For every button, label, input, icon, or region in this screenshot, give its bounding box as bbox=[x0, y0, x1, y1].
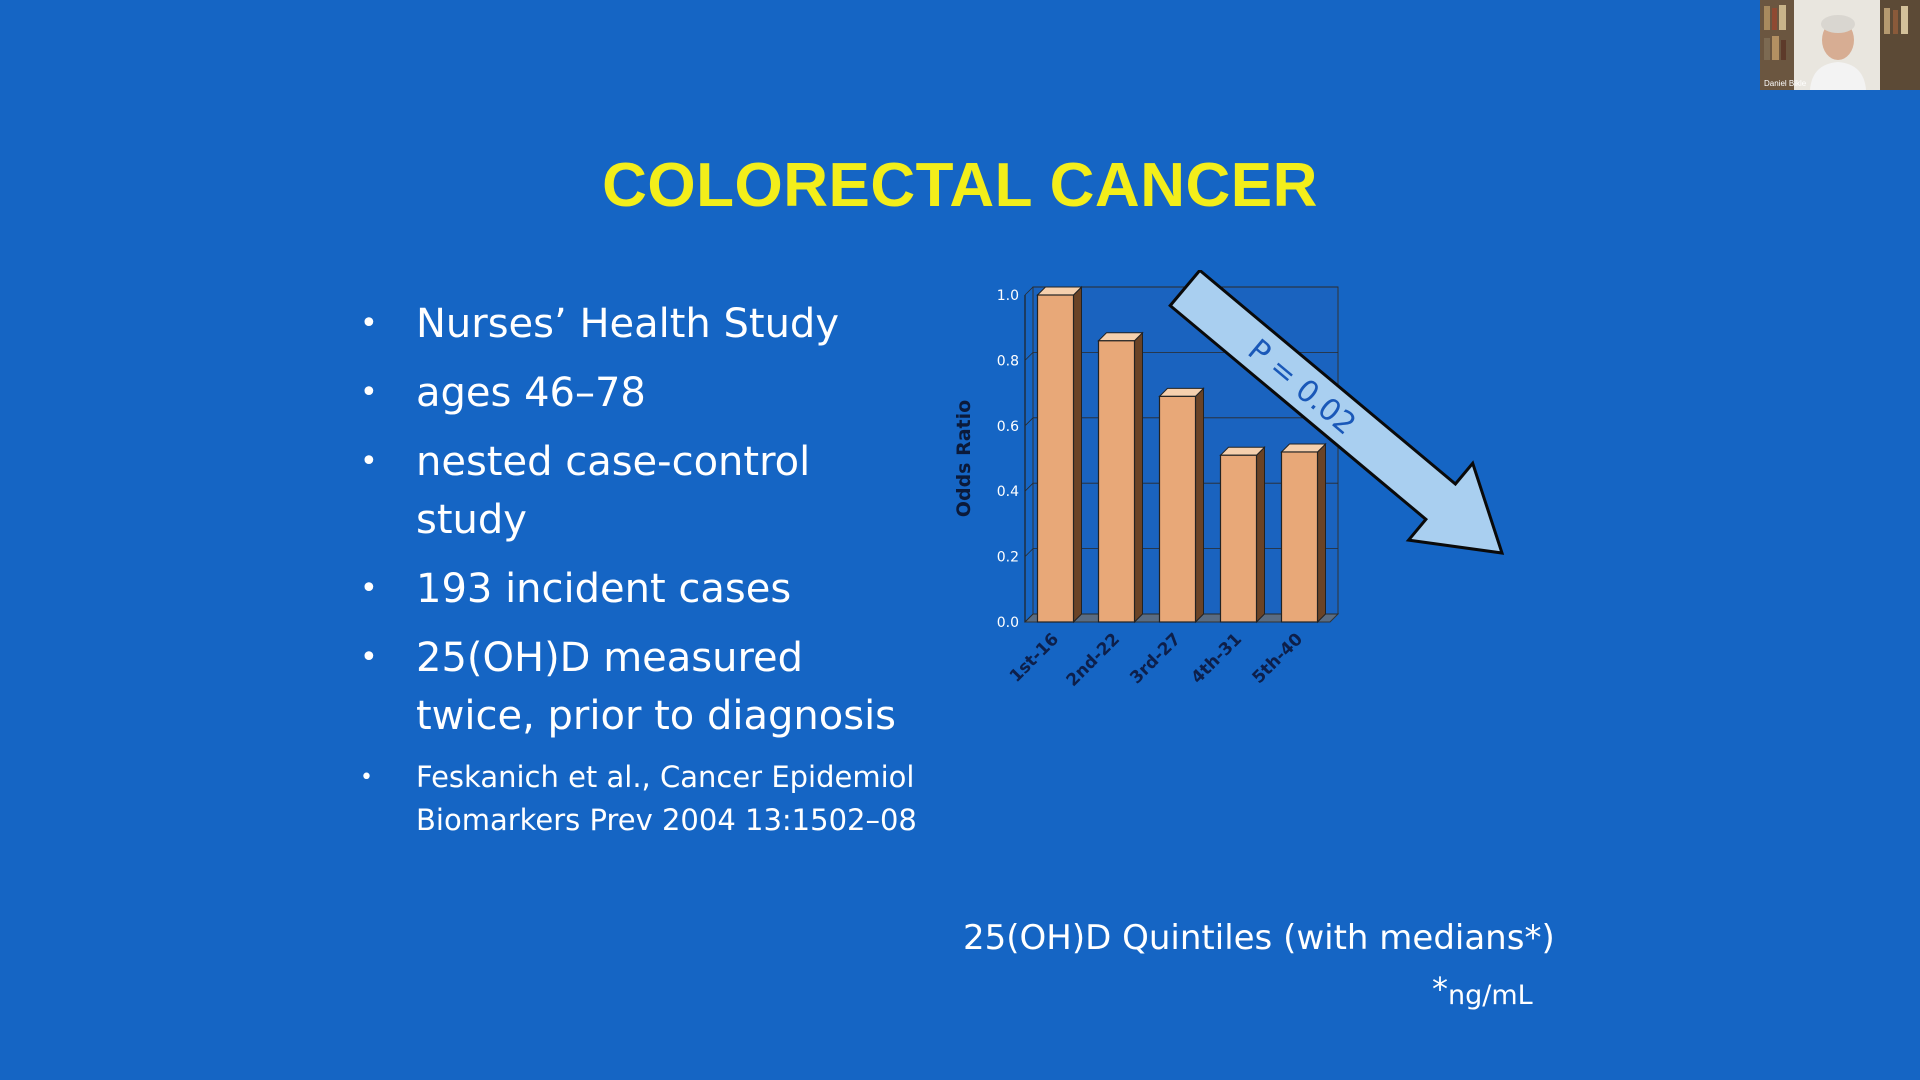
bar-top bbox=[1280, 443, 1327, 453]
bullet-dot: • bbox=[360, 306, 378, 341]
bullet-item: • 25(OH)D measured twice, prior to diagno… bbox=[360, 629, 920, 745]
y-axis-label: Odds Ratio bbox=[953, 400, 975, 517]
unit-asterisk: * bbox=[1432, 970, 1448, 1008]
bullet-dot: • bbox=[360, 571, 378, 606]
odds-ratio-bar-chart: 0.0 0.2 0.4 0.6 0.8 1.0 Odds Ratio 1st-16 2nd-22… bbox=[953, 270, 1505, 691]
participant-video-thumbnail[interactable]: Daniel Bikle bbox=[1760, 0, 1920, 90]
bar-top bbox=[1158, 387, 1205, 397]
x-tick-label: 5th-40 bbox=[1249, 629, 1308, 688]
bar bbox=[1097, 340, 1136, 623]
y-grid-connector bbox=[1024, 352, 1034, 361]
y-grid-connector bbox=[1024, 613, 1034, 623]
bar-side bbox=[1195, 387, 1204, 624]
bullet-item: • Nurses’ Health Study bbox=[360, 295, 920, 353]
slide-title: COLORECTAL CANCER bbox=[602, 151, 1318, 220]
bullet-item: • 193 incident cases bbox=[360, 560, 920, 618]
y-tick-label: 0.2 bbox=[997, 550, 1019, 566]
bullet-list: • Nurses’ Health Study • ages 46–78 • neste… bbox=[360, 295, 920, 853]
participant-name: Daniel Bikle bbox=[1764, 79, 1807, 88]
unit-text: ng/mL bbox=[1448, 980, 1533, 1011]
y-grid-connector bbox=[1024, 482, 1034, 492]
bar-side bbox=[1134, 331, 1143, 624]
bar-top bbox=[1036, 286, 1083, 296]
y-tick-label: 0.4 bbox=[997, 484, 1019, 500]
y-tick-label: 0.0 bbox=[997, 615, 1019, 631]
y-tick-label: 1.0 bbox=[997, 288, 1019, 304]
citation-text: Feskanich et al., Cancer Epidemiol Bioma… bbox=[416, 760, 917, 837]
y-tick-label: 0.8 bbox=[997, 353, 1019, 369]
citation-item: • Feskanich et al., Cancer Epidemiol Biom… bbox=[360, 756, 920, 842]
bar-side bbox=[1317, 442, 1326, 624]
bar-top bbox=[1097, 332, 1144, 342]
bar-side bbox=[1256, 446, 1265, 624]
trend-arrow-icon bbox=[1168, 270, 1505, 555]
bar bbox=[1036, 294, 1075, 623]
bullet-text: 193 incident cases bbox=[416, 566, 792, 612]
participant-video-icon bbox=[1760, 0, 1920, 90]
bullet-dot: • bbox=[360, 444, 378, 479]
bullet-text: ages 46–78 bbox=[416, 370, 646, 416]
bar-side bbox=[1073, 285, 1082, 624]
bullet-dot: • bbox=[360, 765, 373, 790]
bullet-text: Nurses’ Health Study bbox=[416, 301, 839, 347]
bullet-text: nested case-control study bbox=[416, 439, 811, 543]
bar bbox=[1158, 395, 1197, 623]
bar bbox=[1280, 451, 1319, 623]
x-tick-label: 4th-31 bbox=[1188, 629, 1247, 688]
bullet-text: 25(OH)D measured twice, prior to diagnos… bbox=[416, 635, 897, 739]
x-tick-label: 3rd-27 bbox=[1126, 629, 1185, 688]
x-axis-caption: 25(OH)D Quintiles (with medians*) bbox=[963, 918, 1555, 958]
bullet-dot: • bbox=[360, 375, 378, 410]
x-tick-label: 2nd-22 bbox=[1063, 629, 1124, 690]
y-grid-connector bbox=[1024, 548, 1034, 557]
bullet-dot: • bbox=[360, 640, 378, 675]
unit-note: *ng/mL bbox=[1432, 970, 1533, 1011]
bullet-item: • nested case-control study bbox=[360, 433, 920, 549]
bar-top bbox=[1219, 446, 1266, 456]
y-grid-connector bbox=[1024, 417, 1034, 427]
y-tick-label: 0.6 bbox=[997, 419, 1019, 435]
x-tick-label: 1st-16 bbox=[1006, 629, 1063, 686]
y-grid-connector bbox=[1024, 286, 1034, 296]
bar bbox=[1219, 454, 1258, 623]
bullet-item: • ages 46–78 bbox=[360, 364, 920, 422]
